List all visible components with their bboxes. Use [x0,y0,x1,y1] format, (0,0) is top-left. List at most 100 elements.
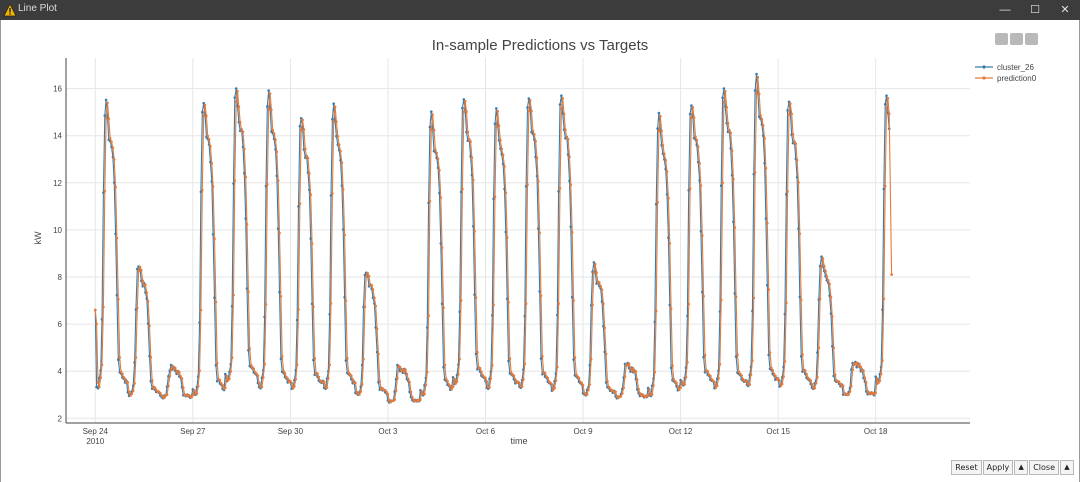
prediction0-point [688,187,692,190]
prediction0-point [608,387,612,390]
legend-item[interactable]: prediction0 [975,74,1037,83]
prediction0-point [527,109,531,113]
close-window-button[interactable]: ✕ [1060,4,1070,16]
cluster-26-point [462,98,466,101]
prediction0-point [706,369,709,373]
prediction0-point [295,363,299,367]
prediction0-point [425,371,429,374]
prediction0-point [110,140,113,144]
prediction0-point [247,290,250,294]
prediction0-point [388,399,391,402]
prediction0-point [121,372,124,376]
prediction0-point [297,308,300,311]
prediction0-point [169,368,173,372]
prediction0-point [648,388,651,391]
prediction0-point [301,118,304,122]
prediction0-point [885,107,888,110]
prediction0-point [866,389,869,393]
prediction0-point [603,326,606,330]
y-tick-label: 14 [53,132,62,141]
prediction0-point [785,301,788,305]
cluster-26-point [202,101,205,105]
apply-button[interactable]: Apply [982,460,1014,475]
prediction0-point [535,156,539,160]
y-tick-label: 16 [53,85,62,94]
prediction0-point [332,120,336,124]
prediction0-point [553,386,556,390]
close-button[interactable]: Close [1029,460,1059,475]
prediction0-point [809,379,812,382]
prediction0-point [703,353,707,357]
prediction0-point [98,385,101,389]
cluster-26-point [885,94,888,97]
prediction0-point [386,392,390,396]
y-tick-label: 6 [58,320,63,329]
prediction0-point [585,393,589,396]
prediction0-point [102,305,105,309]
prediction0-point [702,294,705,298]
prediction0-point [367,274,371,278]
prediction0-point [470,156,474,159]
cluster-26-point [667,236,670,240]
prediction0-point [619,395,623,398]
prediction0-point [810,382,814,386]
prediction0-point [679,386,682,390]
y-tick-label: 2 [58,414,63,423]
prediction0-point [663,152,666,156]
prediction0-point [312,305,315,309]
prediction0-point [855,361,858,365]
prediction0-point [623,375,627,378]
prediction0-point [690,116,693,119]
camera-icon[interactable] [995,33,1008,45]
prediction0-point [668,242,672,245]
autoscale-icon[interactable] [1010,33,1023,45]
prediction0-point [730,149,734,152]
prediction0-point [268,92,272,95]
cluster-26-point [798,295,802,299]
minimize-button[interactable]: — [999,4,1011,16]
close-dropdown-button[interactable]: ▲ [1060,460,1074,475]
prediction0-point [528,99,532,102]
prediction0-point [457,372,460,376]
prediction0-point [484,376,487,380]
prediction0-point [753,171,757,174]
prediction0-point [141,279,144,283]
prediction0-point [595,271,598,274]
prediction0-point [848,390,852,394]
cluster-26-point [473,293,476,296]
reset-button[interactable]: Reset [951,460,982,475]
prediction0-point [154,388,158,392]
prediction0-point [755,92,758,95]
prediction0-point [774,374,777,378]
prediction0-point [256,374,260,378]
prediction0-point [503,165,506,168]
legend[interactable]: cluster_26 prediction0 [975,63,1037,83]
prediction0-point [419,398,422,402]
prediction0-point [123,377,127,381]
prediction0-point [262,376,265,379]
prediction0-point [233,179,237,182]
prediction0-point [686,360,689,364]
prediction0-point [824,269,827,273]
prediction0-point [331,192,334,195]
prediction0-point [752,296,756,300]
prediction0-point [257,381,261,385]
prediction0-point [759,114,762,117]
prediction0-point [271,129,275,132]
menu-icon[interactable] [1025,33,1038,45]
prediction0-point [568,155,571,158]
legend-item[interactable]: cluster_26 [975,63,1034,72]
prediction0-point [461,187,464,191]
prediction0-point [669,307,673,310]
cluster-26-point [722,87,726,90]
cluster-26-point [214,364,218,367]
cluster-26-point [266,105,269,108]
cluster-26-point [247,349,250,352]
prediction0-point [381,387,384,390]
apply-dropdown-button[interactable]: ▲ [1014,460,1029,475]
prediction0-point [408,380,411,384]
prediction0-point [316,372,319,375]
prediction0-point [351,378,355,381]
maximize-button[interactable]: ☐ [1030,4,1040,16]
prediction0-point [504,191,508,194]
